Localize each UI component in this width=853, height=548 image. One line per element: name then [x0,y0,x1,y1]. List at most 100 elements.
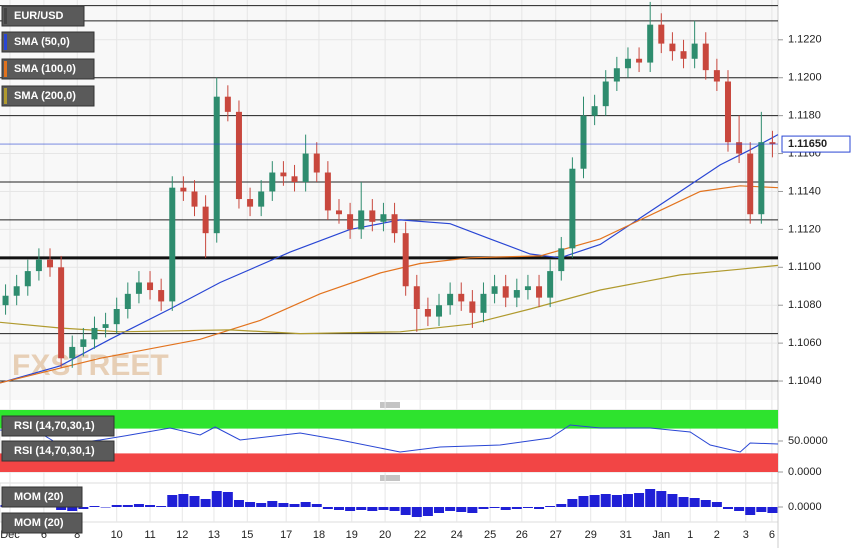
candle-body [202,206,209,234]
candle-body [91,327,98,340]
x-tick-label: 24 [451,529,463,541]
candle-body [713,70,720,82]
candle-body [135,282,142,294]
mom-bar [445,507,456,511]
x-tick-label: 2 [714,529,720,541]
candle-body [124,293,131,310]
candle-body [35,259,42,272]
sma-line [0,185,779,384]
candle-body [302,153,309,182]
candle-body [235,111,242,200]
mom-bar [734,507,745,511]
mom-bar [200,499,211,507]
legend-box [1,85,95,107]
x-tick-label: 18 [313,529,325,541]
x-tick-label: 12 [176,529,188,541]
candle-body [369,210,376,222]
mom-bar [56,507,67,510]
candle-body [191,191,198,207]
mom-bar [322,507,333,509]
mom-bar [145,505,156,507]
candle-body [24,271,31,287]
candle-body [269,172,276,192]
mom-bar [467,507,478,513]
candle-body [13,286,20,296]
mom-bar [356,507,367,510]
y-tick-label: 1.1220 [788,34,822,46]
candle-body [747,153,754,215]
rsi-oversold-zone [0,453,778,472]
legend-box [1,486,83,508]
candle-body [213,96,220,234]
candle-body [724,81,731,143]
candle-body [491,286,498,294]
mom-bar [111,505,122,507]
x-tick-label: 11 [144,529,155,541]
mom-bar [222,492,233,507]
candle-body [169,187,176,302]
candle-body [280,172,287,177]
mom-bar [500,507,511,510]
mom-bar [89,506,100,507]
x-tick-label: 15 [241,529,253,541]
legend-box [1,58,95,80]
legend-label: EUR/USD [14,10,64,22]
legend-label: RSI (14,70,30,1) [14,445,95,457]
candle-body [291,176,298,182]
mom-bar [256,503,267,507]
mom-bar [722,507,733,509]
y-tick-label: 1.1060 [788,337,822,349]
candle-body [2,295,9,306]
candle-body [313,153,320,173]
legend-box [1,440,115,462]
candle-body [769,142,776,145]
candle-body [513,290,520,298]
mom-bar [622,494,633,507]
candle-body [47,259,54,268]
candle-body [447,293,454,306]
mom-bar [233,500,244,507]
legend-label: RSI (14,70,30,1) [14,420,95,432]
candle-body [436,305,443,317]
candle-body [102,324,109,328]
candle-body [680,51,687,59]
x-tick-label: 6 [769,529,775,541]
candle-body [580,115,587,169]
candle-body [691,43,698,59]
candle-body [669,43,676,52]
sma-line [0,134,779,384]
mom-bar [189,496,200,507]
mom-bar [600,494,611,507]
mom-bar [167,495,178,507]
mom-bar [378,507,389,510]
drag-handle[interactable] [380,402,400,481]
rsi-line [0,424,779,453]
candle-body [602,81,609,107]
mom-bar [545,506,556,507]
candle-body [258,191,265,207]
legend-swatch [4,88,7,104]
candle-body [658,24,665,44]
x-tick-label: 22 [414,529,426,541]
x-tick-label: 13 [208,529,220,541]
mom-bar [245,502,256,507]
candle-body [613,68,620,82]
mom-bar [78,507,89,509]
mom-bar [767,507,778,513]
y-tick-label: 1.1040 [788,375,822,387]
legend-swatch [4,61,7,77]
rsi-y-tick-label: 0.0000 [788,466,822,478]
mom-bar [667,494,678,507]
mom-bar [700,500,711,507]
mom-bar [689,498,700,507]
x-tick-label: 26 [516,529,528,541]
candle-body [547,271,554,298]
mom-bar [311,504,322,507]
x-tick-label: 3 [743,529,749,541]
mom-bar [411,507,422,517]
mom-bar [522,507,533,508]
y-tick-label: 1.1140 [788,185,821,197]
mom-bar [634,493,645,507]
